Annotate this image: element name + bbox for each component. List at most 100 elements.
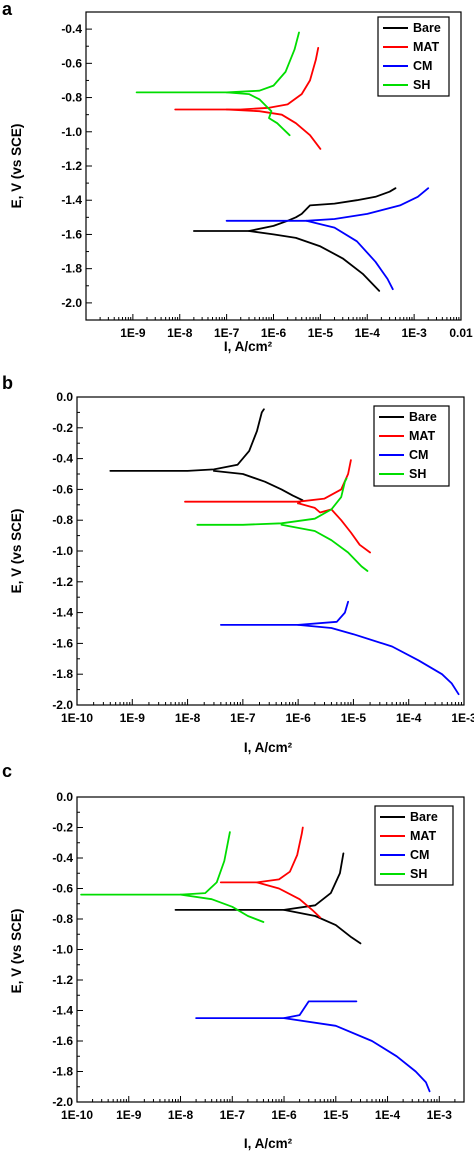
panel-c-legend-label-mat: MAT [410, 829, 437, 843]
panel-c-legend: Bare MAT CM SH [374, 805, 454, 886]
panel-b-x-tick-label: 1E-6 [285, 711, 311, 725]
panel-a-y-tick-label: -0.8 [61, 91, 82, 105]
panel-b-y-tick-label: -1.4 [52, 606, 73, 620]
panel-b-series-bare-line [212, 469, 304, 505]
panel-a-x-tick-label: 1E-4 [355, 326, 381, 340]
panel-c-x-tick-label: 1E-4 [375, 1108, 401, 1122]
panel-letter-a: a [2, 0, 13, 19]
panel-b-series-cm-line [219, 600, 350, 626]
panel-b-legend-label-cm: CM [409, 448, 428, 462]
panel-a-legend-box [377, 16, 450, 97]
panel-a-legend-label-sh: SH [413, 78, 430, 92]
panel-c-x-tick-label: 1E-7 [220, 1108, 246, 1122]
panel-b-legend-box [373, 405, 450, 487]
panel-c-legend-label-bare: Bare [410, 810, 438, 824]
panel-b-y-tick-label: 0.0 [56, 390, 73, 404]
panel-c-y-tick-label: -0.2 [52, 821, 73, 835]
panel-b-y-tick-label: -0.2 [52, 421, 73, 435]
panel-c-y-tick-label: -1.6 [52, 1034, 73, 1048]
panel-c-x-tick-label: 1E-5 [323, 1108, 349, 1122]
panel-c-series-mat-line [256, 881, 322, 919]
panel-b-legend-label-mat: MAT [409, 429, 436, 443]
panel-b-y-tick-label: -2.0 [52, 698, 73, 712]
panel-c-y-tick-label: -1.8 [52, 1065, 73, 1079]
panel-b-y-tick-label: -1.6 [52, 636, 73, 650]
panel-b-x-tick-label: 1E-5 [341, 711, 367, 725]
panel-b-y-tick-label: -1.8 [52, 667, 73, 681]
panel-c-y-tick-label: -1.2 [52, 973, 73, 987]
panel-c-series-cm-line [283, 1017, 431, 1093]
panel-c-series-sh-line [80, 831, 231, 896]
panel-c-x-tick-label: 1E-10 [61, 1108, 93, 1122]
panel-c-series-bare-line [174, 852, 345, 911]
panel-c-x-tick-label: 1E-6 [271, 1108, 297, 1122]
panel-a-y-tick-label: -1.0 [61, 125, 82, 139]
panel-a-y-tick-label: -0.4 [61, 22, 82, 36]
panel-a-legend-label-cm: CM [413, 59, 432, 73]
panel-c-legend-label-sh: SH [410, 867, 427, 881]
panel-b-series-mat-line [184, 459, 352, 503]
panel-c-y-tick-label: -0.8 [52, 912, 73, 926]
panel-c-x-tick-label: 1E-8 [168, 1108, 194, 1122]
panel-b-y-tick-label: -0.6 [52, 482, 73, 496]
panel-c-legend-label-cm: CM [410, 848, 429, 862]
panel-b-series-mat-line [297, 502, 372, 554]
panel-b-x-tick-label: 1E-3 [451, 711, 474, 725]
panel-b-x-tick-label: 1E-10 [61, 711, 93, 725]
panel-c-ticks: 1E-10 1E-9 1E-8 1E-7 1E-6 1E-5 1E-4 1E-3 0.0 -0.2… [52, 790, 456, 1122]
panel-a: a 1E-9 1E-8 1E-7 1E-6 1E-5 1E-4 1E-3 0.01 -0.4 -0… [2, 0, 473, 354]
panel-a-y-tick-label: -1.4 [61, 193, 82, 207]
panel-letter-c: c [2, 761, 12, 781]
panel-c-series-mat-line [219, 826, 304, 884]
panel-b-series-cm-line [297, 624, 460, 696]
panel-b-legend-label-bare: Bare [409, 410, 437, 424]
panel-b: b 1E-10 1E-9 1E-8 1E-7 1E-6 1E-5 1E-4 1E-3 0.0 -0… [2, 373, 474, 755]
panel-c-y-tick-label: -0.4 [52, 851, 73, 865]
panel-a-y-tick-label: -2.0 [61, 296, 82, 310]
panel-a-x-tick-label: 0.01 [449, 326, 473, 340]
panel-b-y-tick-label: -1.2 [52, 575, 73, 589]
panel-b-series-sh-line [196, 477, 348, 526]
panel-c-y-tick-label: 0.0 [56, 790, 73, 804]
panel-a-x-tick-label: 1E-8 [167, 326, 193, 340]
panel-a-x-tick-label: 1E-9 [120, 326, 146, 340]
panel-c-y-axis-title: E, V (vs SCE) [9, 909, 24, 994]
panel-c: c 1E-10 1E-9 1E-8 1E-7 1E-6 1E-5 1E-4 1E-3 0.0 -0… [2, 761, 465, 1151]
panel-a-curves [135, 31, 430, 292]
panel-b-x-tick-label: 1E-9 [120, 711, 146, 725]
panel-c-legend-box [374, 805, 454, 886]
panel-a-series-cm-line [225, 187, 430, 222]
panel-a-legend-label-mat: MAT [413, 40, 440, 54]
panel-c-y-tick-label: -2.0 [52, 1095, 73, 1109]
panel-a-series-sh-line [225, 91, 291, 137]
panel-b-x-tick-label: 1E-4 [396, 711, 422, 725]
panel-c-x-tick-label: 1E-9 [116, 1108, 142, 1122]
panel-a-legend: Bare MAT CM SH [377, 16, 450, 97]
panel-b-y-tick-label: -0.8 [52, 513, 73, 527]
panel-a-y-tick-label: -1.8 [61, 262, 82, 276]
panel-letter-b: b [2, 373, 13, 393]
panel-a-y-tick-label: -1.2 [61, 159, 82, 173]
panel-a-y-tick-label: -1.6 [61, 227, 82, 241]
panel-c-curves [80, 826, 431, 1093]
panel-c-y-tick-label: -1.0 [52, 943, 73, 957]
panel-a-y-axis-title: E, V (vs SCE) [9, 124, 24, 209]
panel-b-x-tick-label: 1E-7 [230, 711, 256, 725]
panel-b-legend: Bare MAT CM SH [373, 405, 450, 487]
panel-a-series-mat-line [174, 47, 320, 111]
panel-b-y-tick-label: -0.4 [52, 452, 73, 466]
panel-b-x-tick-label: 1E-8 [175, 711, 201, 725]
panel-a-x-tick-label: 1E-3 [401, 326, 427, 340]
panel-b-curves [109, 408, 460, 696]
panel-c-y-tick-label: -1.4 [52, 1004, 73, 1018]
panel-b-x-axis-title: I, A/cm² [244, 740, 293, 755]
panel-c-series-cm-line [195, 1000, 358, 1019]
panel-a-ticks: 1E-9 1E-8 1E-7 1E-6 1E-5 1E-4 1E-3 0.01 -0.4 -0.6… [61, 22, 473, 340]
panel-c-series-sh-line [179, 893, 265, 923]
panel-a-series-sh-line [135, 31, 300, 94]
panel-c-x-tick-label: 1E-3 [427, 1108, 453, 1122]
panel-a-x-tick-label: 1E-7 [214, 326, 240, 340]
panel-b-series-sh-line [280, 523, 369, 572]
panel-a-y-tick-label: -0.6 [61, 56, 82, 70]
